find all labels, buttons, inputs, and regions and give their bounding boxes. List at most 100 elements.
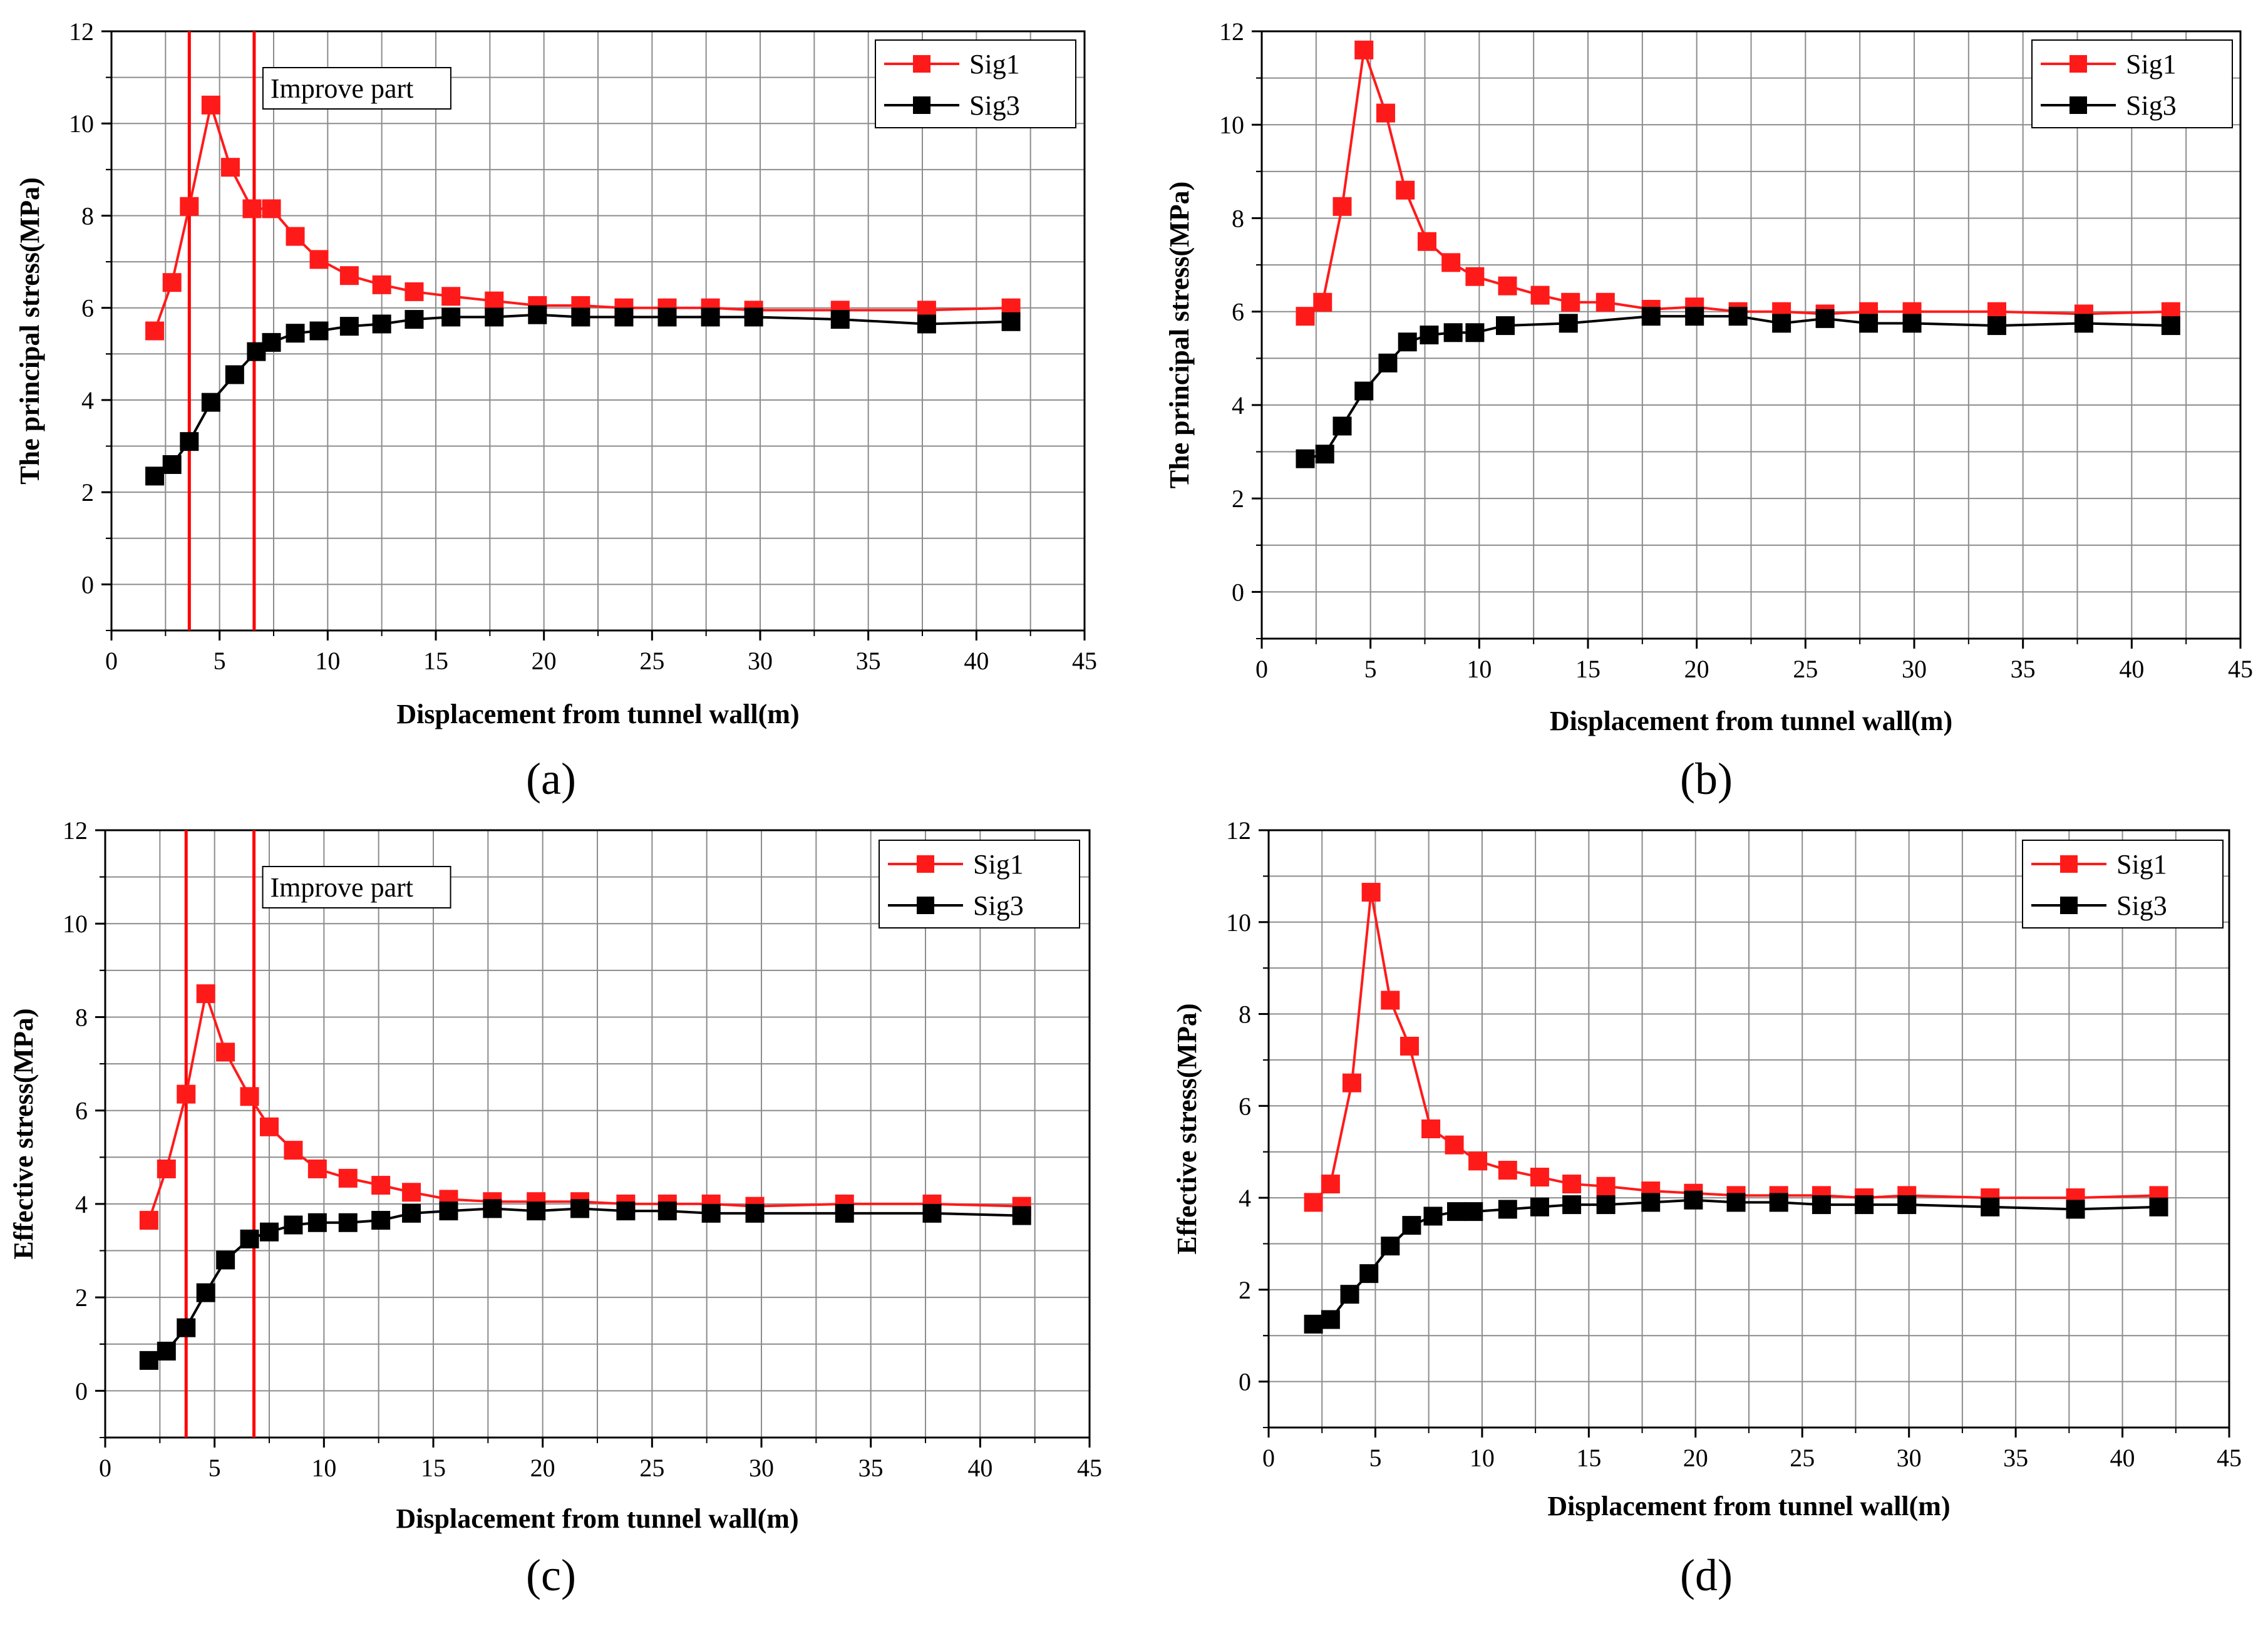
y-tick-label: 12 xyxy=(69,18,94,46)
y-axis-label: The principal stress(MPa) xyxy=(1164,182,1195,489)
data-point xyxy=(836,1205,853,1222)
data-point xyxy=(311,250,328,268)
data-point xyxy=(1560,314,1577,332)
data-point xyxy=(1497,317,1514,334)
legend-label: Sig3 xyxy=(2126,90,2177,121)
data-point xyxy=(1563,1196,1580,1213)
data-point xyxy=(180,198,198,215)
panel-b: 0 5 10 15 20 25 30 35 40 45024681012Displacement … xyxy=(1164,18,2253,804)
data-point xyxy=(1322,1311,1339,1329)
data-point xyxy=(1562,294,1579,311)
x-tick-label: 0 xyxy=(99,1454,111,1482)
data-point xyxy=(1532,287,1549,304)
y-tick-label: 10 xyxy=(69,110,94,138)
data-point xyxy=(1445,324,1462,341)
x-tick-label: 15 xyxy=(1575,655,1600,683)
x-tick-label: 0 xyxy=(105,647,118,675)
data-point xyxy=(222,158,239,176)
data-point xyxy=(263,200,281,217)
legend-marker xyxy=(2060,897,2078,914)
data-point xyxy=(1499,1161,1517,1179)
data-point xyxy=(1531,1198,1549,1216)
data-point xyxy=(1465,1203,1482,1220)
series-line xyxy=(149,1208,1022,1360)
panel-label: (d) xyxy=(1680,1550,1733,1600)
legend-label: Sig1 xyxy=(969,49,1020,80)
data-point xyxy=(1363,883,1380,901)
y-tick-label: 12 xyxy=(63,816,88,845)
y-tick-label: 4 xyxy=(81,386,94,414)
data-point xyxy=(163,274,181,291)
data-point xyxy=(1381,992,1399,1009)
y-tick-label: 10 xyxy=(1219,111,1244,139)
data-point xyxy=(1296,307,1314,325)
y-tick-label: 4 xyxy=(1232,391,1244,419)
y-tick-label: 12 xyxy=(1219,18,1244,46)
data-point xyxy=(1355,41,1373,59)
data-point xyxy=(405,311,423,328)
y-tick-label: 6 xyxy=(1239,1092,1251,1120)
legend-marker xyxy=(917,855,934,873)
data-point xyxy=(287,324,304,342)
annotation-text: Improve part xyxy=(271,872,413,903)
data-point xyxy=(832,311,849,328)
data-point xyxy=(1498,277,1516,295)
data-point xyxy=(485,292,503,310)
data-point xyxy=(442,308,460,326)
y-axis-label: Effective stress(MPa) xyxy=(8,1008,39,1259)
panel-label: (b) xyxy=(1680,754,1733,804)
data-point xyxy=(659,308,676,326)
data-point xyxy=(1860,314,1877,332)
legend: Sig1 Sig3 xyxy=(875,40,1076,128)
y-tick-label: 10 xyxy=(1226,908,1251,937)
data-point xyxy=(1334,198,1351,215)
data-point xyxy=(202,394,220,411)
legend-label: Sig1 xyxy=(2126,49,2177,80)
data-point xyxy=(403,1205,420,1222)
data-point xyxy=(1446,1136,1463,1154)
data-point xyxy=(177,1086,195,1103)
data-point xyxy=(1424,1207,1441,1225)
data-point xyxy=(202,96,220,114)
data-point xyxy=(1448,1203,1465,1220)
y-tick-label: 12 xyxy=(1226,816,1251,845)
legend-marker xyxy=(913,55,930,73)
x-tick-label: 40 xyxy=(967,1454,992,1482)
data-point xyxy=(1341,1285,1359,1303)
data-point xyxy=(1442,254,1460,271)
data-point xyxy=(339,1170,357,1187)
data-point xyxy=(1466,324,1483,341)
data-point xyxy=(1305,1315,1322,1333)
x-tick-label: 15 xyxy=(423,647,448,675)
data-point xyxy=(702,308,719,326)
data-point xyxy=(217,1043,234,1061)
y-tick-label: 2 xyxy=(81,478,94,507)
series-sig3 xyxy=(146,306,1020,485)
y-axis-label: The principal stress(MPa) xyxy=(14,177,45,485)
data-point xyxy=(918,315,936,332)
x-tick-label: 30 xyxy=(748,647,773,675)
data-point xyxy=(527,1202,545,1220)
x-tick-label: 5 xyxy=(209,1454,221,1482)
figure: 0 5 10 15 20 25 30 35 40 45024681012Displacement … xyxy=(0,0,2268,1628)
data-point xyxy=(1817,310,1834,327)
x-tick-label: 30 xyxy=(749,1454,774,1482)
data-point xyxy=(1379,354,1396,372)
data-point xyxy=(341,267,358,284)
x-tick-label: 40 xyxy=(964,647,989,675)
legend-marker xyxy=(2070,55,2087,73)
data-point xyxy=(158,1160,175,1178)
data-point xyxy=(260,1223,278,1241)
x-tick-label: 15 xyxy=(1576,1444,1601,1472)
data-point xyxy=(1531,1168,1549,1186)
x-tick-label: 20 xyxy=(1683,1444,1708,1472)
data-point xyxy=(180,433,198,450)
y-tick-label: 2 xyxy=(75,1284,88,1312)
data-point xyxy=(2075,314,2093,332)
data-point xyxy=(1597,294,1614,311)
y-axis-label: Effective stress(MPa) xyxy=(1172,1003,1202,1254)
data-point xyxy=(745,308,763,326)
legend: Sig1 Sig3 xyxy=(879,840,1080,928)
data-point xyxy=(1316,445,1334,463)
data-point xyxy=(1466,268,1483,286)
